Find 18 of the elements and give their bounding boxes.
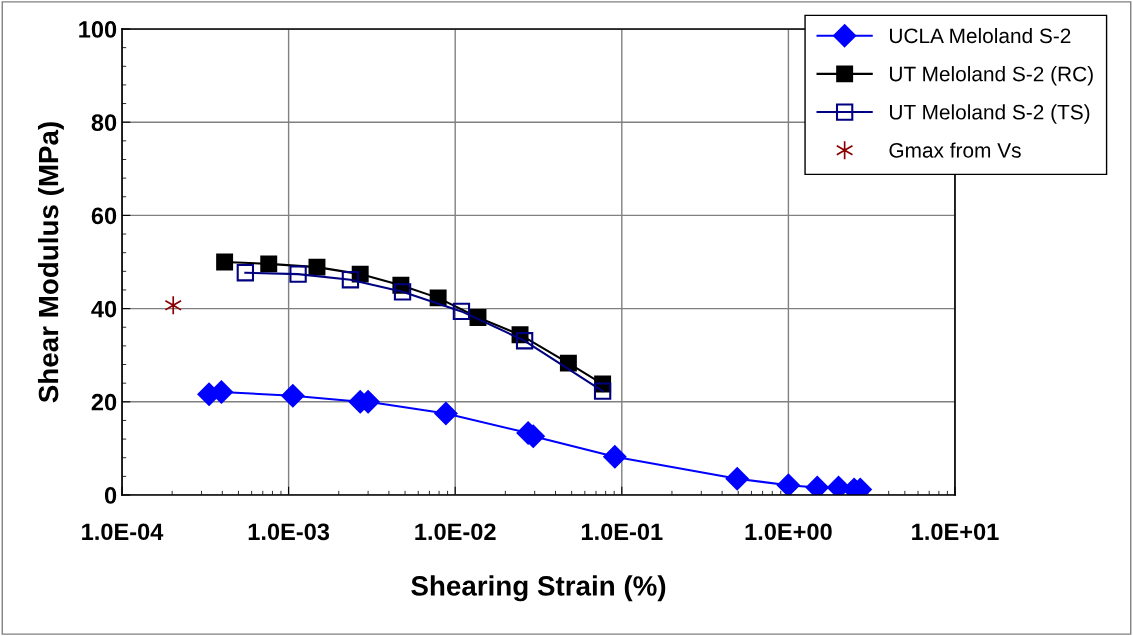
x-tick-label: 1.0E-04	[82, 523, 164, 541]
legend-label: Gmax from Vs	[889, 142, 1021, 158]
x-tick-label: 1.0E+00	[745, 523, 832, 541]
x-tick-label: 1.0E-03	[248, 523, 330, 541]
y-tick-label: 80	[91, 114, 117, 131]
x-axis-title: Shearing Strain (%)	[411, 575, 666, 602]
y-tick-label: 100	[79, 21, 117, 38]
x-tick-label: 1.0E+01	[912, 523, 999, 541]
y-tick-label: 60	[91, 207, 117, 225]
y-tick-label: 0	[104, 487, 117, 504]
legend-label: UCLA Meloland S-2	[890, 27, 1071, 44]
x-tick-label: 1.0E-01	[581, 523, 663, 541]
y-tick-label: 20	[91, 393, 117, 411]
legend-label: UT Meloland S-2 (TS)	[890, 104, 1090, 124]
y-tick-label: 40	[91, 300, 117, 318]
y-axis-title: Shear Modulus (MPa)	[37, 122, 64, 403]
x-tick-label: 1.0E-02	[415, 523, 496, 541]
legend-label: UT Meloland S-2 (RC)	[890, 66, 1093, 86]
